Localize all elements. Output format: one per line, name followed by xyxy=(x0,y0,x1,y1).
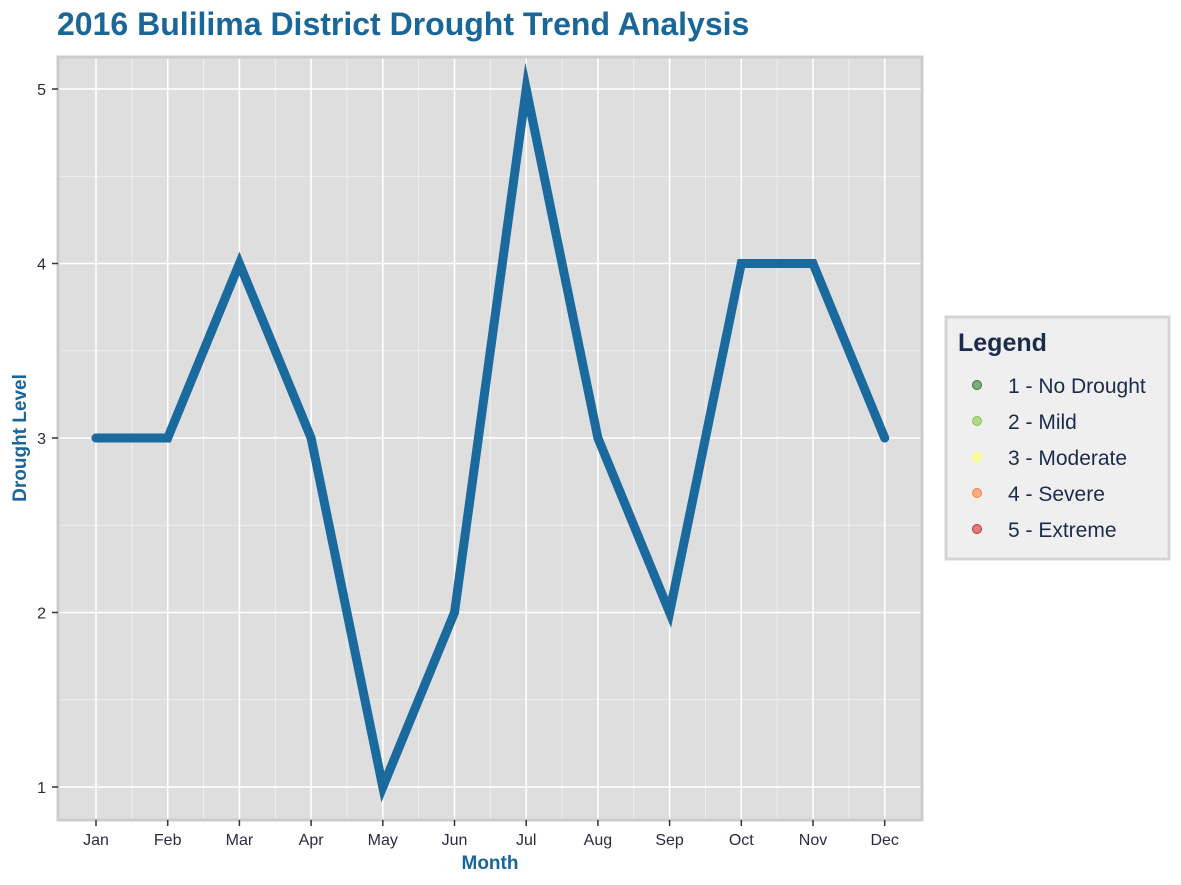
data-point xyxy=(306,433,316,443)
x-tick-label: Nov xyxy=(799,832,827,849)
legend-items: 1 - No Drought 2 - Mild 3 - Moderate 4 - Se… xyxy=(972,375,1146,542)
legend-title: Legend xyxy=(958,329,1047,357)
legend-key xyxy=(972,380,982,390)
y-axis: 1 2 3 4 5 xyxy=(37,82,58,797)
x-tick-label: Aug xyxy=(584,832,612,849)
x-tick-label: Dec xyxy=(870,832,898,849)
legend-label: 2 - Mild xyxy=(1008,411,1077,434)
y-axis-title: Drought Level xyxy=(10,374,31,502)
y-tick-label: 5 xyxy=(37,82,46,99)
y-tick-label: 2 xyxy=(37,606,46,623)
x-tick-label: Oct xyxy=(729,832,754,849)
data-point xyxy=(450,608,459,617)
legend-label: 5 - Extreme xyxy=(1008,519,1117,542)
x-tick-label: Jan xyxy=(83,832,109,849)
chart-title: 2016 Bulilima District Drought Trend Ana… xyxy=(57,6,749,42)
data-point xyxy=(808,259,818,268)
x-tick-label: Jul xyxy=(516,832,536,849)
x-tick-label: May xyxy=(368,832,398,849)
y-tick-label: 3 xyxy=(37,431,46,448)
legend-label: 3 - Moderate xyxy=(1008,447,1127,470)
series-layer xyxy=(91,62,890,803)
legend-key xyxy=(972,488,982,498)
data-point xyxy=(880,433,890,443)
legend-label: 4 - Severe xyxy=(1008,483,1105,506)
x-tick-label: Jun xyxy=(442,832,468,849)
x-axis: Jan Feb Mar Apr May Jun Jul Aug Sep Oct Nov Dec xyxy=(83,820,899,849)
y-tick-label: 1 xyxy=(37,780,46,797)
legend-box xyxy=(944,315,1171,561)
x-tick-label: Feb xyxy=(154,832,182,849)
data-point xyxy=(665,608,675,617)
data-point xyxy=(378,782,388,792)
x-tick-label: Apr xyxy=(299,832,325,849)
y-tick-label: 4 xyxy=(37,257,46,274)
series-line xyxy=(91,62,890,803)
legend-key xyxy=(972,524,982,534)
data-point xyxy=(736,259,746,268)
data-point xyxy=(163,433,173,443)
legend: Legend 1 - No Drought 2 - Mild 3 - Moderat… xyxy=(944,315,1171,561)
major-gridlines xyxy=(58,57,922,820)
data-point xyxy=(91,433,101,443)
data-point xyxy=(521,84,531,94)
x-tick-label: Mar xyxy=(226,832,254,849)
legend-key xyxy=(972,452,982,462)
x-axis-title: Month xyxy=(462,853,519,874)
x-tick-label: Sep xyxy=(655,832,684,849)
legend-key xyxy=(972,416,982,426)
legend-label: 1 - No Drought xyxy=(1008,375,1146,398)
data-point xyxy=(234,259,244,268)
data-point xyxy=(593,433,603,443)
